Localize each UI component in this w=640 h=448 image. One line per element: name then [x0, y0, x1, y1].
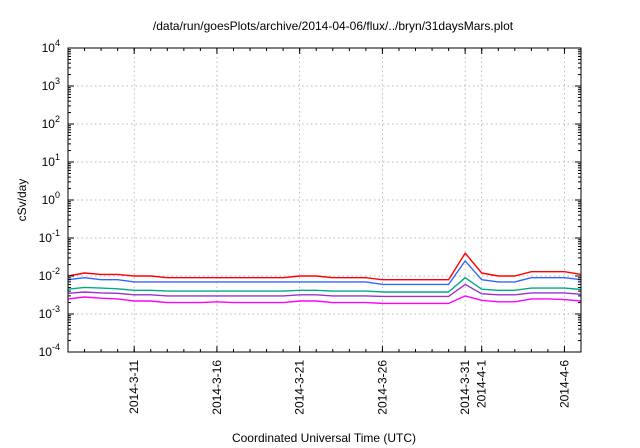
series-line-2 [67, 260, 582, 286]
series-line-3 [67, 277, 582, 293]
x-tick-label: 2014-4-1 [475, 360, 489, 408]
y-tick-exponent: 2 [55, 114, 60, 124]
series-line-5 [67, 295, 582, 305]
series-group [67, 252, 582, 305]
x-tick-label: 2014-3-31 [458, 360, 472, 415]
y-tick-exponent: 4 [55, 38, 60, 48]
y-tick-label: 10-4 [39, 342, 60, 359]
y-tick-label: 10-1 [39, 228, 60, 245]
grid-lines [68, 48, 581, 352]
y-tick-label: 104 [42, 38, 60, 55]
x-axis-label: Coordinated Universal Time (UTC) [232, 431, 416, 445]
y-tick-label: 102 [42, 114, 60, 131]
x-axis: 2014-3-11 2014-3-16 2014-3-21 2014-3-26 2014… [67, 48, 582, 415]
y-tick-exponent: 1 [55, 152, 60, 162]
y-tick-label: 10-3 [39, 304, 60, 321]
y-tick-label: 101 [42, 152, 60, 169]
x-tick-label: 2014-4-6 [557, 360, 571, 408]
y-axis-label: cSv/day [15, 179, 29, 222]
series-line-1 [67, 252, 582, 281]
x-tick-label: 2014-3-26 [375, 360, 389, 415]
y-tick-exponent: -1 [52, 228, 60, 238]
y-tick-exponent: -4 [52, 342, 60, 352]
y-tick-exponent: 3 [55, 76, 60, 86]
chart-title: /data/run/goesPlots/archive/2014-04-06/f… [153, 19, 514, 33]
series-line-4 [67, 283, 582, 298]
y-tick-label: 103 [42, 76, 60, 93]
x-tick-label: 2014-3-16 [210, 360, 224, 415]
y-tick-exponent: -3 [52, 304, 60, 314]
y-tick-label: 100 [42, 190, 60, 207]
y-tick-exponent: 0 [55, 190, 60, 200]
x-tick-label: 2014-3-11 [127, 360, 141, 414]
x-tick-label: 2014-3-21 [293, 360, 307, 415]
y-tick-exponent: -2 [52, 266, 60, 276]
y-tick-label: 10-2 [39, 266, 60, 283]
